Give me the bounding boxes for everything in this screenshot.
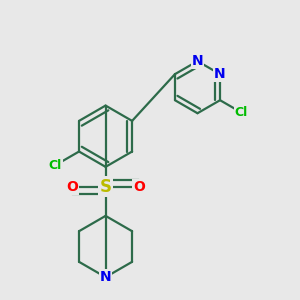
Text: Cl: Cl — [235, 106, 248, 119]
Text: N: N — [100, 270, 111, 284]
Text: S: S — [100, 178, 112, 196]
Text: N: N — [192, 54, 203, 68]
Text: O: O — [66, 180, 78, 194]
Text: Cl: Cl — [49, 159, 62, 172]
Text: N: N — [214, 67, 226, 81]
Text: O: O — [133, 180, 145, 194]
